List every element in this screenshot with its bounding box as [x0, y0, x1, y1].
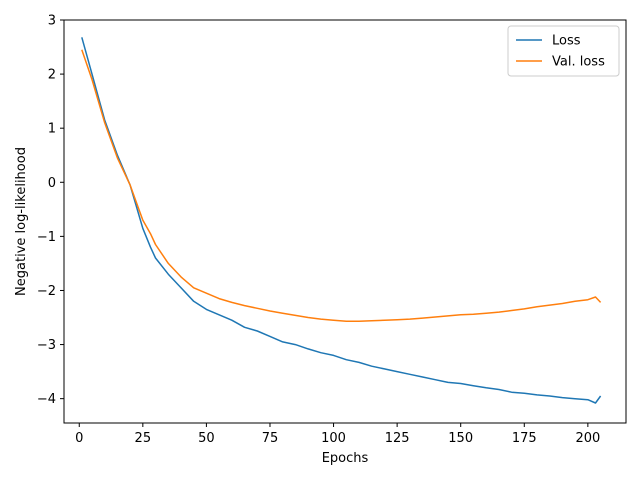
x-tick-label: 125 — [385, 431, 410, 446]
y-tick-label: −1 — [37, 230, 56, 245]
y-tick-label: 2 — [48, 68, 56, 83]
y-tick-label: −4 — [37, 392, 56, 407]
x-tick-label: 25 — [135, 431, 152, 446]
plot-lines — [81, 37, 602, 404]
x-tick-label: 50 — [198, 431, 215, 446]
y-tick-label: 1 — [48, 122, 56, 137]
x-axis-label: Epochs — [322, 451, 369, 466]
series-line-2 — [81, 49, 602, 323]
y-tick-label: −3 — [37, 338, 56, 353]
x-tick-label: 175 — [512, 431, 537, 446]
y-axis-label: Negative log-likelihood — [14, 147, 29, 296]
legend-label: Loss — [552, 34, 581, 49]
series-line-1 — [81, 37, 602, 404]
y-tick-label: −2 — [37, 284, 56, 299]
y-axis-ticks: 3 2 1 0 −1 −2 −3 −4 — [37, 14, 64, 407]
legend: Loss Val. loss — [507, 25, 620, 77]
x-tick-label: 100 — [321, 431, 346, 446]
x-axis-ticks: 0 25 50 75 100 125 150 175 200 — [75, 423, 600, 446]
y-tick-label: 3 — [48, 14, 56, 29]
x-tick-label: 75 — [262, 431, 279, 446]
x-tick-label: 200 — [575, 431, 600, 446]
x-tick-label: 150 — [448, 431, 473, 446]
x-tick-label: 0 — [75, 431, 83, 446]
legend-label: Val. loss — [552, 55, 605, 70]
legend-box — [507, 25, 620, 77]
y-tick-label: 0 — [48, 176, 56, 191]
plot-frame — [63, 19, 627, 424]
